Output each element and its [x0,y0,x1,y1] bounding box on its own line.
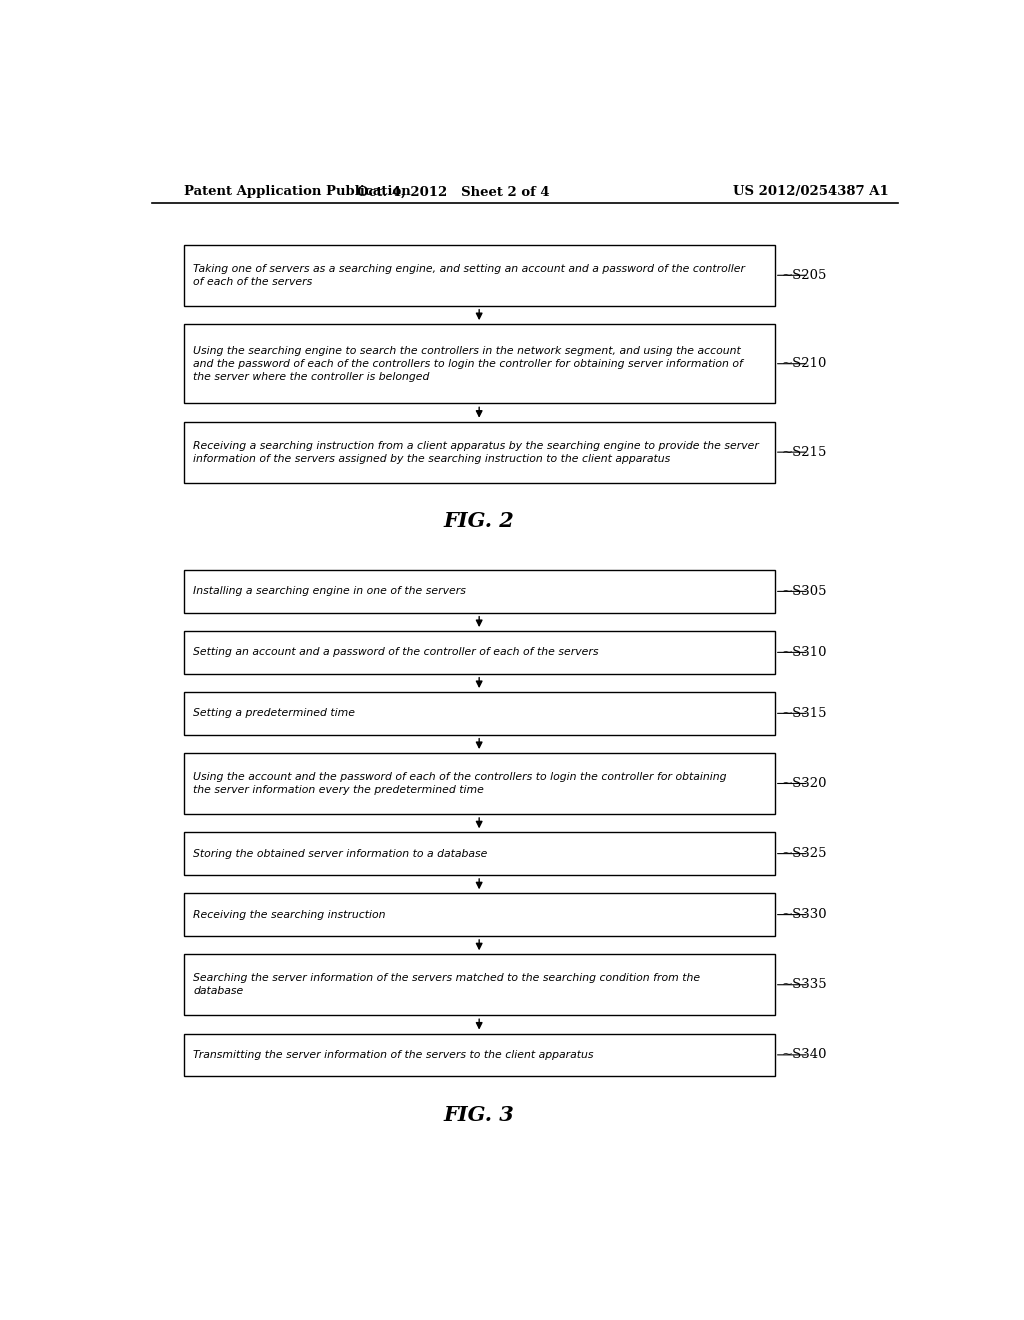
Text: ~S325: ~S325 [782,847,827,861]
Text: Transmitting the server information of the servers to the client apparatus: Transmitting the server information of t… [194,1049,594,1060]
Text: US 2012/0254387 A1: US 2012/0254387 A1 [732,185,889,198]
Bar [183,570,775,612]
Bar [183,631,775,673]
Bar [183,244,775,306]
Text: ~S335: ~S335 [782,978,827,991]
Bar [183,421,775,483]
Text: Patent Application Publication: Patent Application Publication [183,185,411,198]
Text: ~S205: ~S205 [782,269,827,281]
Text: ~S315: ~S315 [782,706,827,719]
Text: Oct. 4, 2012   Sheet 2 of 4: Oct. 4, 2012 Sheet 2 of 4 [357,185,550,198]
Bar [183,894,775,936]
Text: ~S215: ~S215 [782,446,827,458]
Text: Receiving the searching instruction: Receiving the searching instruction [194,909,386,920]
Text: Using the account and the password of each of the controllers to login the contr: Using the account and the password of ea… [194,772,727,795]
Text: Setting an account and a password of the controller of each of the servers: Setting an account and a password of the… [194,647,599,657]
Text: ~S305: ~S305 [782,585,827,598]
Bar [183,954,775,1015]
Bar [183,752,775,814]
Text: Searching the server information of the servers matched to the searching conditi: Searching the server information of the … [194,973,700,997]
Bar [183,833,775,875]
Text: Receiving a searching instruction from a client apparatus by the searching engin: Receiving a searching instruction from a… [194,441,759,463]
Text: Storing the obtained server information to a database: Storing the obtained server information … [194,849,487,858]
Text: Installing a searching engine in one of the servers: Installing a searching engine in one of … [194,586,466,597]
Text: ~S310: ~S310 [782,645,827,659]
Text: ~S330: ~S330 [782,908,827,921]
Bar [183,692,775,735]
Text: ~S210: ~S210 [782,358,827,370]
Text: FIG. 2: FIG. 2 [443,511,514,531]
Text: Using the searching engine to search the controllers in the network segment, and: Using the searching engine to search the… [194,346,743,381]
Bar [183,325,775,404]
Text: ~S340: ~S340 [782,1048,827,1061]
Text: ~S320: ~S320 [782,777,827,789]
Text: FIG. 3: FIG. 3 [443,1105,514,1125]
Bar [183,1034,775,1076]
Text: Setting a predetermined time: Setting a predetermined time [194,709,355,718]
Text: Taking one of servers as a searching engine, and setting an account and a passwo: Taking one of servers as a searching eng… [194,264,745,286]
